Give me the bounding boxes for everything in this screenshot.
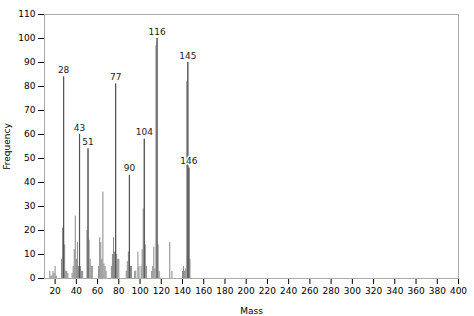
svg-text:40: 40 (71, 286, 83, 296)
svg-text:120: 120 (153, 286, 170, 296)
svg-text:43: 43 (74, 123, 85, 133)
svg-text:60: 60 (92, 286, 104, 296)
svg-text:Mass: Mass (240, 306, 263, 316)
svg-text:280: 280 (323, 286, 340, 296)
svg-text:90: 90 (124, 163, 136, 173)
svg-text:28: 28 (58, 65, 70, 75)
svg-text:20: 20 (49, 286, 61, 296)
svg-text:160: 160 (195, 286, 212, 296)
svg-text:50: 50 (24, 153, 36, 163)
svg-text:80: 80 (24, 81, 36, 91)
svg-text:100: 100 (18, 33, 35, 43)
svg-text:146: 146 (180, 156, 197, 166)
svg-text:260: 260 (301, 286, 318, 296)
svg-text:180: 180 (216, 286, 233, 296)
svg-text:116: 116 (148, 27, 165, 37)
svg-text:200: 200 (238, 286, 255, 296)
svg-text:100: 100 (131, 286, 148, 296)
svg-text:Frequency: Frequency (2, 123, 12, 170)
svg-text:220: 220 (259, 286, 276, 296)
svg-text:70: 70 (24, 105, 36, 115)
svg-text:145: 145 (179, 51, 196, 61)
svg-text:80: 80 (113, 286, 125, 296)
svg-text:320: 320 (365, 286, 382, 296)
svg-text:300: 300 (344, 286, 361, 296)
svg-text:110: 110 (18, 9, 35, 19)
svg-text:60: 60 (24, 129, 36, 139)
svg-text:20: 20 (24, 225, 36, 235)
svg-text:90: 90 (24, 57, 36, 67)
svg-text:30: 30 (24, 201, 36, 211)
svg-text:140: 140 (174, 286, 191, 296)
svg-text:360: 360 (407, 286, 424, 296)
svg-text:400: 400 (450, 286, 467, 296)
svg-text:10: 10 (24, 249, 36, 259)
svg-text:380: 380 (429, 286, 446, 296)
svg-text:77: 77 (110, 72, 121, 82)
svg-text:104: 104 (136, 127, 153, 137)
svg-text:0: 0 (30, 273, 36, 283)
svg-text:51: 51 (82, 137, 93, 147)
svg-text:240: 240 (280, 286, 297, 296)
svg-text:40: 40 (24, 177, 36, 187)
svg-text:340: 340 (386, 286, 403, 296)
